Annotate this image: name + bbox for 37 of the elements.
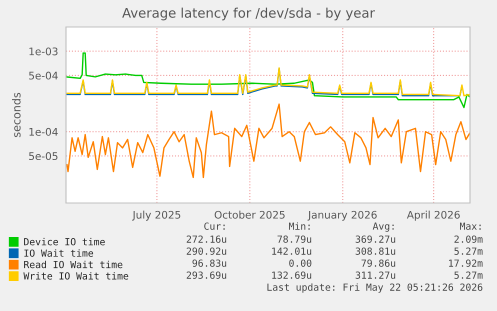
y-tick-label: 5e-05 [29,152,58,160]
y-axis-title: seconds [12,92,21,138]
legend-label: Device IO time [24,238,105,246]
text: 96.83u [192,259,226,267]
text: 290.92u [186,247,226,255]
text: 5.27m [454,247,483,255]
text: Last update: Fri May 22 05:21:26 2026 [267,283,482,293]
text: 369.27u [356,235,396,243]
text: 142.01u [272,247,312,255]
text: 5.27m [454,271,483,279]
text: 2.09m [454,235,483,243]
y-tick-label: 1e-04 [29,128,58,136]
line-series [66,52,470,108]
x-tick-label: July 2025 [132,210,180,221]
x-tick-label: October 2025 [214,210,285,219]
legend-label: IO Wait time [24,249,94,257]
text: Min: [288,222,310,230]
line-series [66,103,470,178]
text: 0.00 [289,259,312,267]
x-tick-label: January 2026 [308,210,377,221]
text: 17.92m [449,259,483,267]
text: 293.69u [186,271,226,279]
x-tick-label: April 2026 [406,210,460,221]
text: 79.86u [362,259,396,267]
text: Max: [460,222,481,230]
chart-title: Average latency for /dev/sda - by year [122,8,375,20]
text: 311.27u [356,271,396,279]
legend-label: Write IO Wait time [23,272,128,280]
text: 132.69u [272,271,312,279]
text: 78.79u [278,235,312,243]
y-tick-label: 1e-03 [29,47,58,56]
legend-label: Read IO Wait time [24,260,122,268]
text: 272.16u [186,235,226,243]
y-tick-label: 5e-04 [29,72,58,80]
text: Cur: [204,222,225,230]
text: 308.81u [356,247,396,255]
text: Avg: [372,222,394,232]
